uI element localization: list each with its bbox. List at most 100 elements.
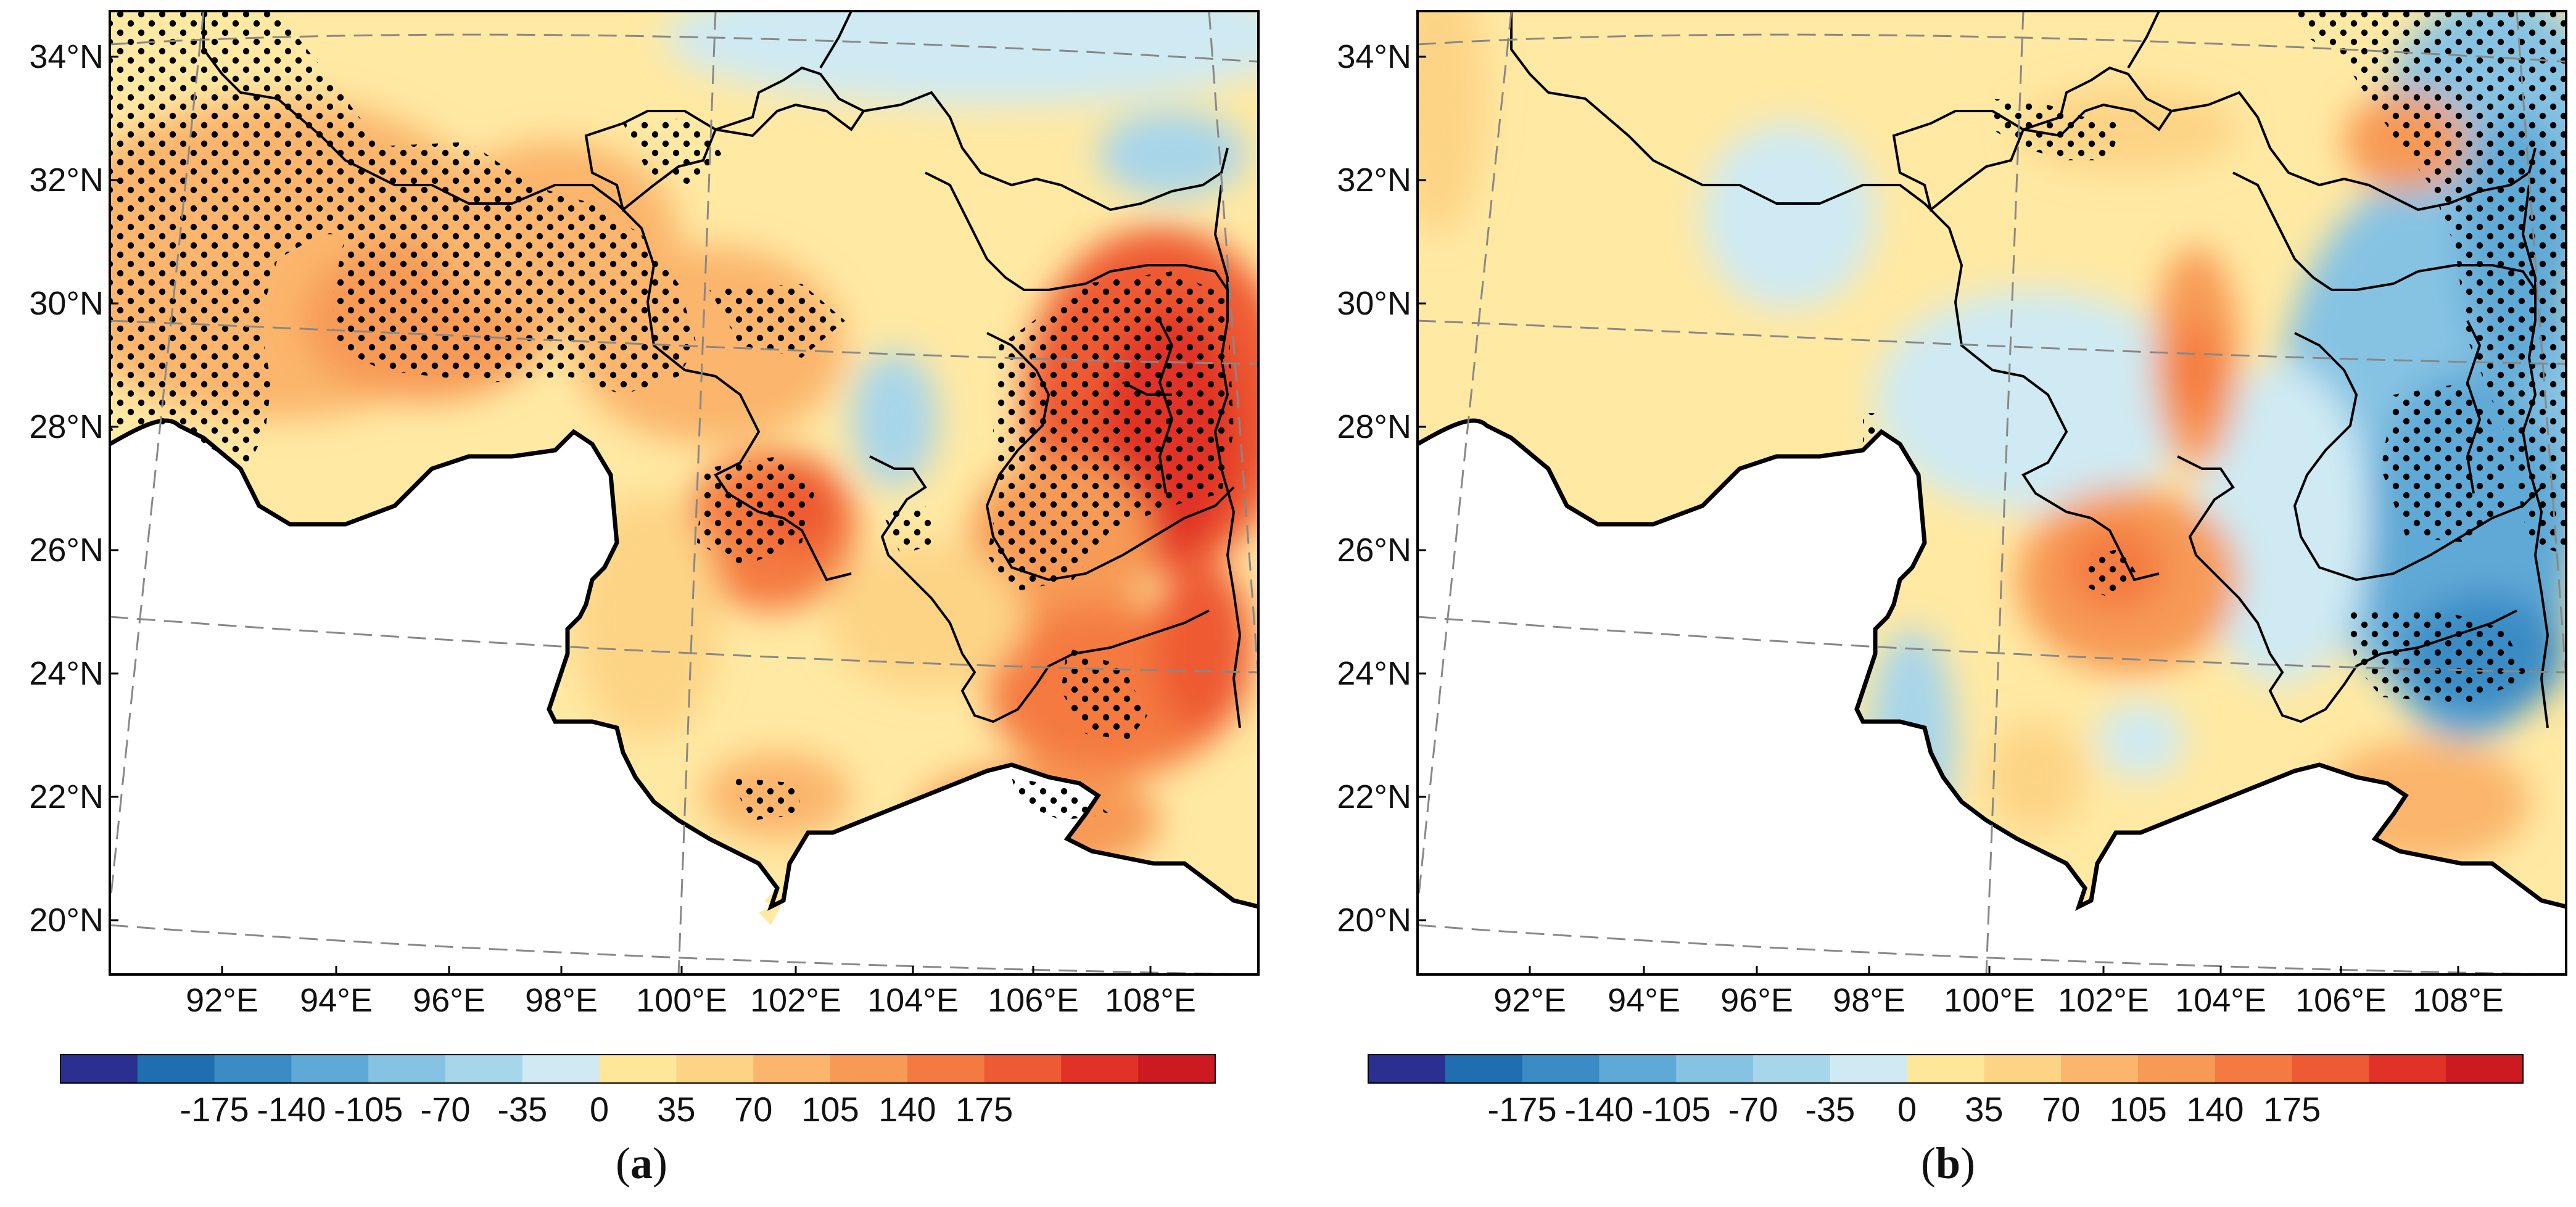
panel-a-field	[110, 11, 1258, 974]
colorbar-swatch	[291, 1055, 369, 1083]
colorbar-tick-label: -70	[1728, 1090, 1778, 1129]
colorbar-swatch	[1522, 1055, 1600, 1083]
colorbar-swatch	[599, 1055, 677, 1083]
colorbar-tick-label: -35	[1805, 1090, 1855, 1129]
lat-tick-label: 32°N	[1337, 162, 1411, 199]
panel-b-colorbar: -175 -140 -105 -70 -35 0 35 70 105 140 175	[1368, 1054, 2524, 1129]
colorbar-swatch	[830, 1055, 908, 1083]
lon-tick-label: 106°E	[988, 982, 1079, 1019]
lat-tick-label: 26°N	[1337, 532, 1411, 569]
panel-b-field	[1418, 11, 2566, 974]
lat-tick-label: 28°N	[1337, 408, 1411, 445]
panel-a-lat-labels: 34°N 32°N 30°N 28°N 26°N 24°N 22°N 20°N	[29, 38, 118, 939]
colorbar-tick-label: -140	[257, 1090, 326, 1129]
panel-a-lon-labels: 92°E 94°E 96°E 98°E 100°E 102°E 104°E 106°E 108°…	[186, 966, 1196, 1019]
colorbar-swatch	[1676, 1055, 1754, 1083]
colorbar-swatch	[1984, 1055, 2062, 1083]
colorbar-tick-label: 0	[590, 1090, 609, 1129]
lat-tick-label: 28°N	[29, 408, 104, 445]
colorbar-swatch	[2138, 1055, 2216, 1083]
lat-tick-label: 34°N	[1337, 38, 1411, 75]
lat-tick-label: 32°N	[29, 162, 104, 199]
colorbar-swatch	[2369, 1055, 2446, 1083]
colorbar-swatch	[445, 1055, 523, 1083]
colorbar-tick-label: 70	[2042, 1090, 2080, 1129]
colorbar-tick-label: 140	[878, 1090, 936, 1129]
panel-a-significance-stipple	[110, 11, 1234, 820]
colorbar-swatch	[2215, 1055, 2293, 1083]
panel-b-lon-labels: 92°E 94°E 96°E 98°E 100°E 102°E 104°E 106°E 108°…	[1493, 966, 2504, 1019]
lon-tick-label: 106°E	[2295, 982, 2387, 1019]
panel-b-borders	[1510, 11, 2549, 728]
colorbar-tick-label: 175	[956, 1090, 1013, 1129]
lon-tick-label: 102°E	[750, 982, 841, 1019]
panel-b-frame	[1416, 10, 2567, 976]
lon-tick-label: 108°E	[1105, 982, 1196, 1019]
colorbar-frame	[60, 1054, 1216, 1084]
colorbar-tick-label: -35	[497, 1090, 547, 1129]
lon-tick-label: 96°E	[413, 982, 485, 1019]
colorbar-tick-label: 105	[801, 1090, 859, 1129]
colorbar-tick-label: 105	[2109, 1090, 2166, 1129]
colorbar-tick-label: -140	[1564, 1090, 1633, 1129]
panel-b-graticule	[1418, 11, 2566, 974]
colorbar-tick-label: 140	[2186, 1090, 2244, 1129]
lon-tick-label: 104°E	[2175, 982, 2266, 1019]
lon-tick-label: 94°E	[300, 982, 373, 1019]
lat-tick-label: 34°N	[29, 38, 104, 75]
lon-tick-label: 100°E	[636, 982, 727, 1019]
colorbar-swatch	[368, 1055, 446, 1083]
colorbar-tick-label: 0	[1897, 1090, 1917, 1129]
lat-tick-label: 24°N	[29, 655, 104, 692]
lon-tick-label: 92°E	[1493, 982, 1566, 1019]
colorbar-swatch	[1368, 1055, 1446, 1083]
colorbar-tick-label: 175	[2263, 1090, 2321, 1129]
colorbar-swatch	[1753, 1055, 1831, 1083]
colorbar-swatch	[60, 1055, 138, 1083]
lon-tick-label: 108°E	[2413, 982, 2504, 1019]
colorbar-swatch	[1445, 1055, 1523, 1083]
colorbar-swatch	[137, 1055, 215, 1083]
lat-tick-label: 30°N	[29, 285, 104, 322]
colorbar-tick-label: -70	[421, 1090, 471, 1129]
panel-a-caption: (a)	[616, 1139, 667, 1188]
colorbar-swatch	[753, 1055, 831, 1083]
lon-tick-label: 98°E	[1833, 982, 1905, 1019]
panel-a-borders	[202, 11, 1242, 728]
lon-tick-label: 102°E	[2058, 982, 2149, 1019]
panel-b-significance-stipple	[1863, 11, 2566, 703]
lon-tick-label: 96°E	[1720, 982, 1793, 1019]
colorbar-frame	[1368, 1054, 2524, 1084]
panel-a-colorbar: -175 -140 -105 -70 -35 0 35 70 105 140 175	[60, 1054, 1216, 1129]
colorbar-swatch	[1907, 1055, 1984, 1083]
panel-a-graticule	[110, 11, 1258, 974]
colorbar-swatch	[522, 1055, 600, 1083]
lon-tick-label: 94°E	[1608, 982, 1680, 1019]
colorbar-swatch	[214, 1055, 292, 1083]
colorbar-swatch	[2292, 1055, 2369, 1083]
lat-tick-label: 22°N	[1337, 778, 1411, 815]
colorbar-tick-label: 35	[657, 1090, 695, 1129]
panel-b-caption: (b)	[1921, 1139, 1975, 1188]
colorbar-swatch	[676, 1055, 754, 1083]
lon-tick-label: 100°E	[1944, 982, 2035, 1019]
colorbar-tick-label: 70	[734, 1090, 772, 1129]
lon-tick-label: 92°E	[186, 982, 258, 1019]
colorbar-tick-label: -175	[1488, 1090, 1557, 1129]
lat-tick-label: 20°N	[29, 902, 104, 939]
colorbar-tick-label: -105	[334, 1090, 403, 1129]
colorbar-tick-label: -175	[180, 1090, 249, 1129]
lat-tick-label: 20°N	[1337, 902, 1411, 939]
colorbar-swatch	[1830, 1055, 1908, 1083]
colorbar-swatch	[1061, 1055, 1139, 1083]
colorbar-swatch	[1599, 1055, 1677, 1083]
colorbar-swatch	[2061, 1055, 2139, 1083]
panel-b: 34°N 32°N 30°N 28°N 26°N 24°N 22°N 20°N 92°E 94°…	[1337, 10, 2567, 1019]
panel-b-lat-labels: 34°N 32°N 30°N 28°N 26°N 24°N 22°N 20°N	[1337, 38, 1426, 939]
colorbar-swatch	[1138, 1055, 1216, 1083]
colorbar-tick-label: 35	[1965, 1090, 2003, 1129]
colorbar-swatch	[2446, 1055, 2524, 1083]
colorbar-tick-label: -105	[1641, 1090, 1711, 1129]
panel-a: 34°N 32°N 30°N 28°N 26°N 24°N 22°N 20°N 92°E 94°…	[29, 10, 1260, 1019]
